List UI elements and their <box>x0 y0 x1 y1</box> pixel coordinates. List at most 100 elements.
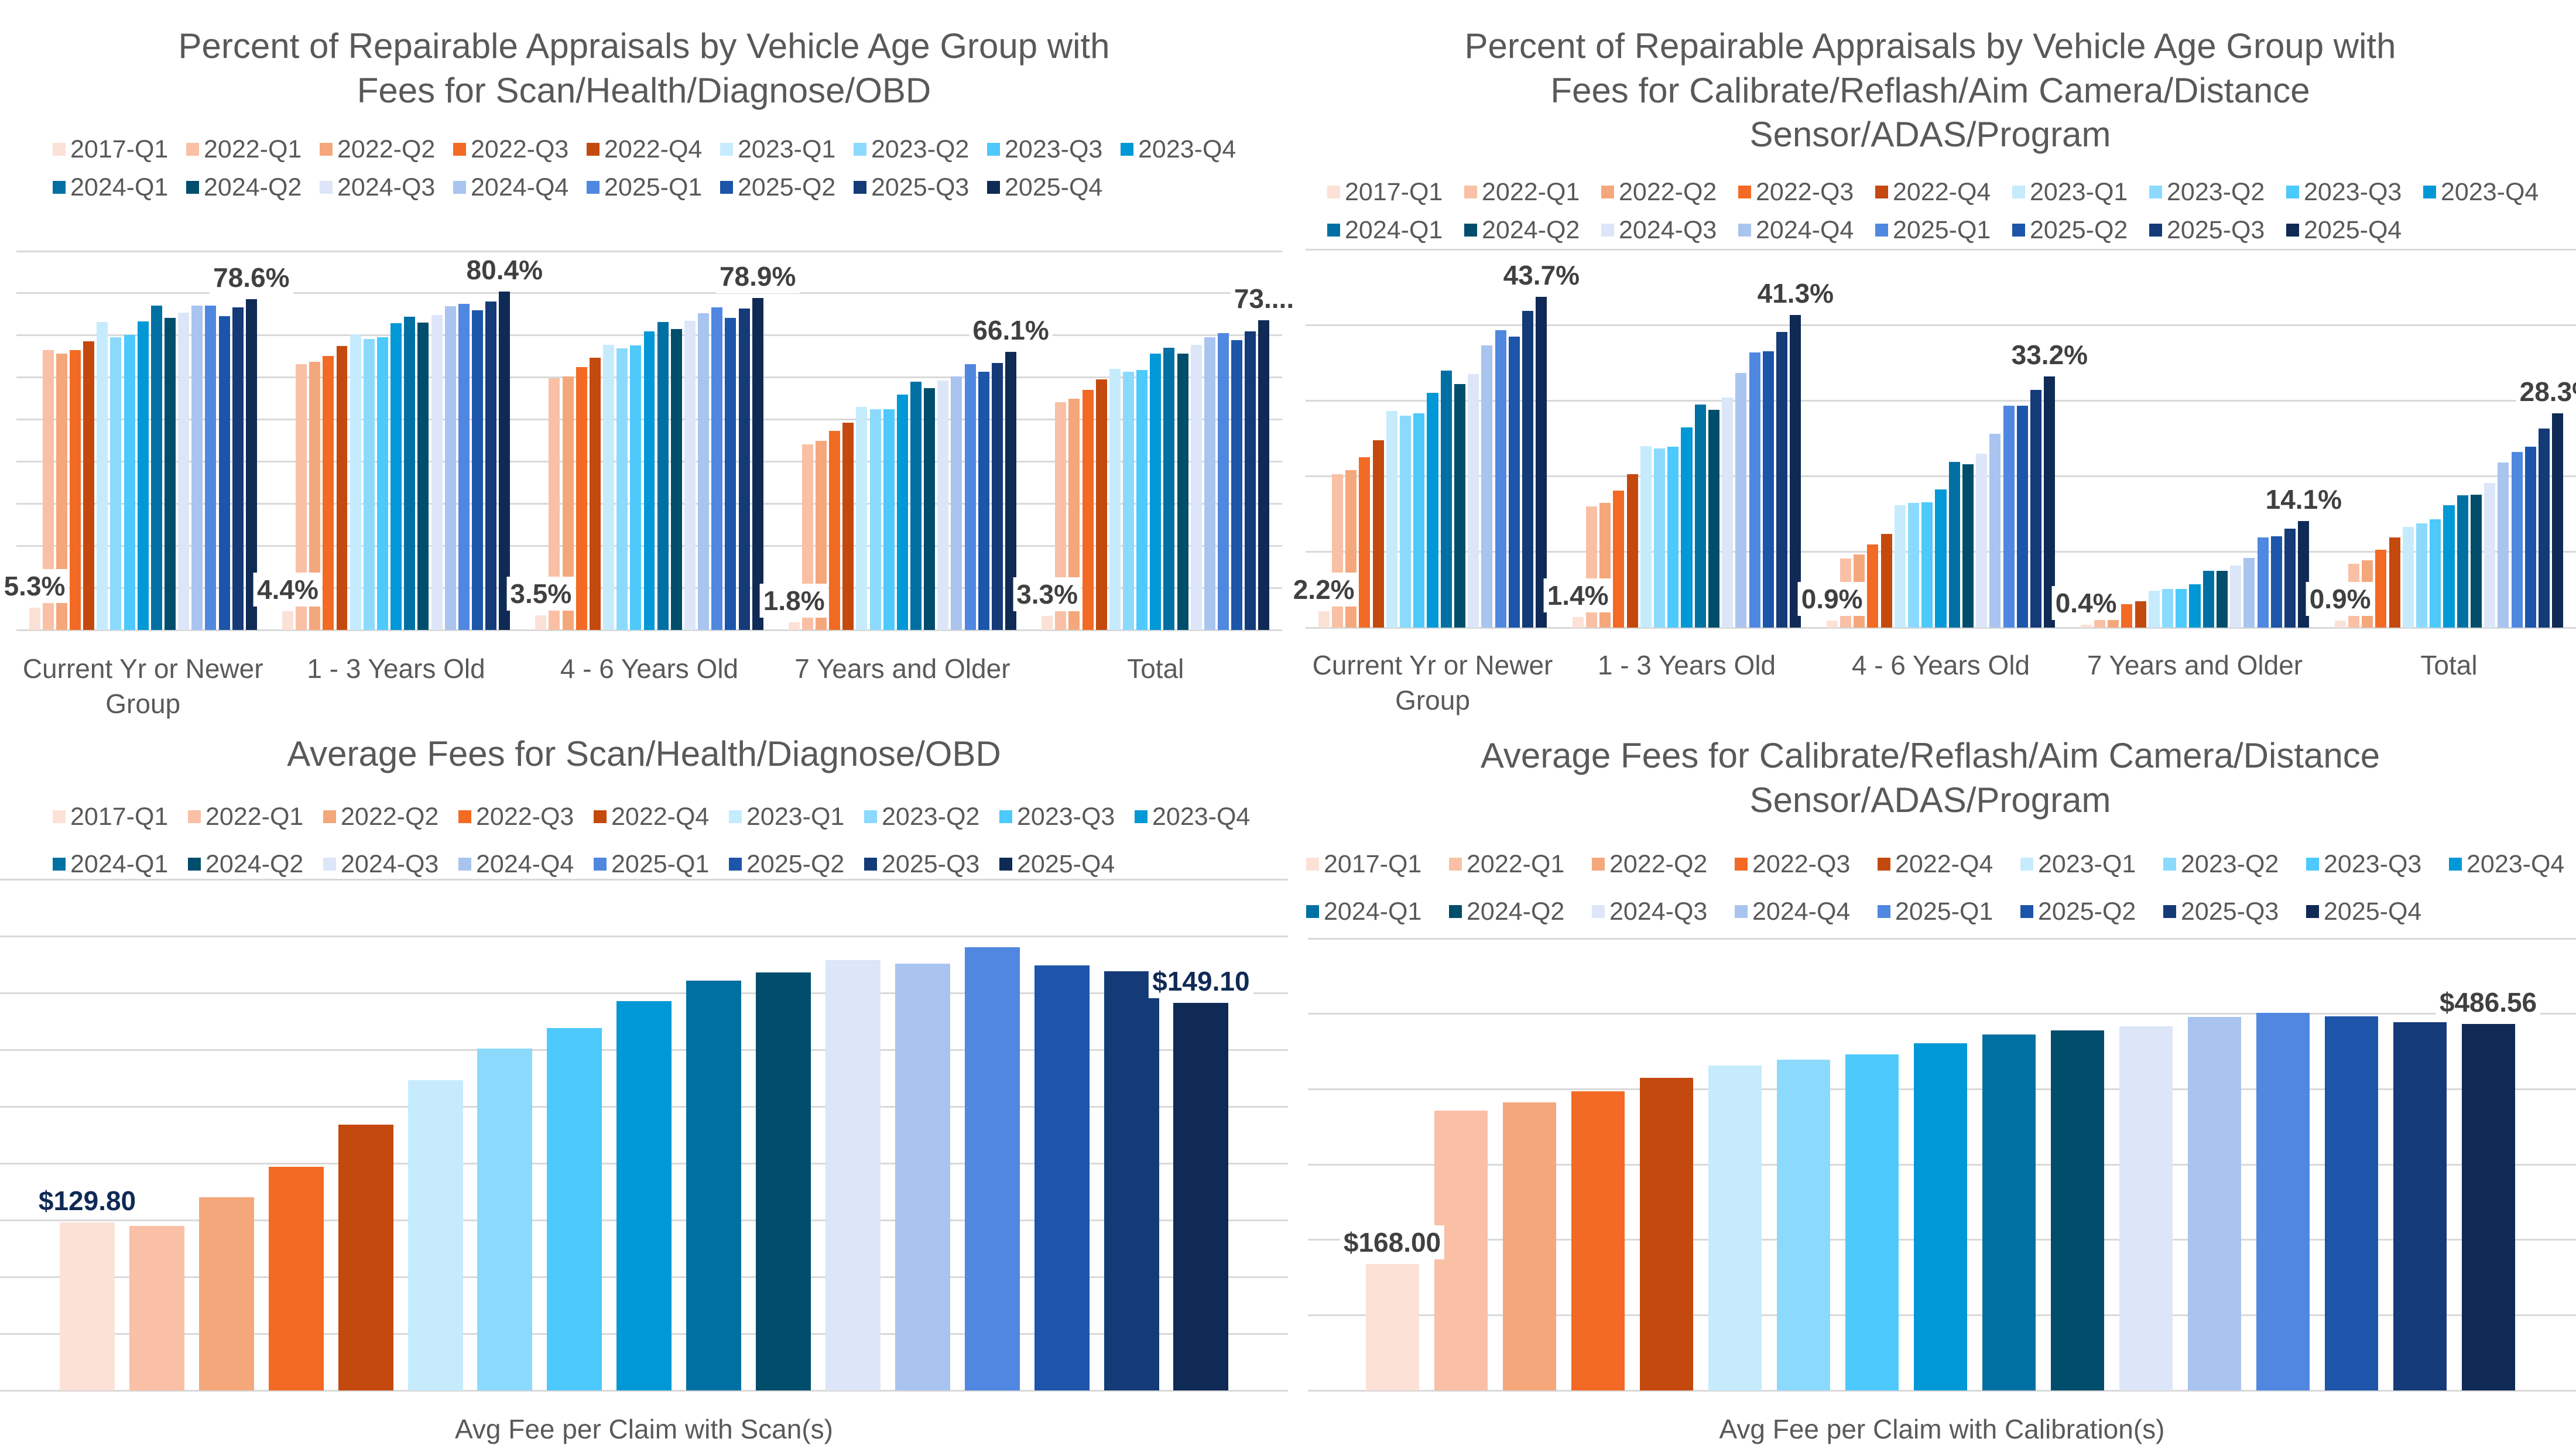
data-label-first: 0.4% <box>2051 585 2121 620</box>
legend-item: 2023-Q4 <box>1135 802 1250 831</box>
legend-swatch <box>458 810 471 823</box>
legend-swatch <box>320 181 333 194</box>
bar-2025-Q3 <box>738 309 750 630</box>
bar-2017-Q1 <box>2334 621 2346 628</box>
legend-item: 2024-Q1 <box>1306 897 1421 926</box>
data-label-last: 66.1% <box>969 313 1053 347</box>
legend-item: 2025-Q2 <box>729 849 844 879</box>
legend-label: 2025-Q2 <box>2030 215 2128 244</box>
gridline <box>0 1049 1288 1051</box>
legend-label: 2024-Q4 <box>471 173 569 201</box>
bar-2023-Q1 <box>1708 1066 1762 1390</box>
legend-swatch <box>2020 858 2033 871</box>
bar-2017-Q1 <box>535 615 547 630</box>
legend-label: 2022-Q1 <box>1482 177 1580 206</box>
bar-2025-Q4 <box>1790 315 1801 628</box>
data-label-first: 1.4% <box>1543 578 1612 612</box>
legend-label: 2022-Q3 <box>1752 849 1851 878</box>
bar-2022-Q3 <box>1867 544 1879 628</box>
bar-2022-Q3 <box>576 367 587 630</box>
legend-swatch <box>854 181 866 194</box>
legend-item: 2025-Q2 <box>2012 215 2128 245</box>
legend-label: 2023-Q1 <box>746 802 845 831</box>
data-label-last: $486.56 <box>2435 985 2541 1019</box>
bar-2023-Q1 <box>1386 411 1397 628</box>
bar-2024-Q1 <box>1948 462 1960 628</box>
bar-2024-Q3 <box>431 315 443 630</box>
legend-item: 2025-Q4 <box>987 173 1102 202</box>
bar-2022-Q1 <box>1839 559 1851 628</box>
bar-2024-Q2 <box>1454 383 1465 628</box>
legend-swatch <box>1738 224 1751 237</box>
bar-2024-Q3 <box>1468 374 1479 628</box>
bar-2025-Q2 <box>471 310 483 630</box>
legend-swatch <box>594 858 607 871</box>
gridline <box>0 1389 1288 1392</box>
gridline <box>1306 551 2576 553</box>
bar-2024-Q1 <box>1694 404 1706 628</box>
bar-2022-Q2 <box>1068 399 1080 630</box>
legend-label: 2022-Q1 <box>205 802 304 831</box>
bar-2024-Q3 <box>684 321 696 630</box>
bar-2023-Q2 <box>1776 1060 1830 1390</box>
legend-swatch <box>1735 858 1748 871</box>
legend-label: 2024-Q4 <box>476 849 574 878</box>
legend-swatch <box>2020 905 2033 918</box>
bar-2024-Q3 <box>1722 398 1734 628</box>
legend-item: 2025-Q3 <box>854 173 969 202</box>
gridline <box>1308 1314 2576 1316</box>
legend-label: 2023-Q3 <box>2324 849 2422 878</box>
legend-swatch <box>1601 186 1614 198</box>
legend-label: 2023-Q2 <box>2167 177 2265 206</box>
category-label: Current Yr or Newer Group <box>22 653 263 719</box>
bar-2025-Q1 <box>205 305 217 630</box>
legend-item: 2022-Q4 <box>1878 849 1993 879</box>
bar-2023-Q4 <box>1427 393 1438 628</box>
legend-swatch <box>186 143 199 156</box>
bar-2024-Q4 <box>698 313 710 630</box>
bar-2025-Q3 <box>991 363 1003 630</box>
legend-swatch <box>53 858 66 871</box>
bar-2023-Q1 <box>856 406 868 630</box>
bar-2023-Q4 <box>1913 1043 1967 1390</box>
legend-swatch <box>2286 186 2299 198</box>
legend-label: 2025-Q2 <box>746 849 845 878</box>
gridline <box>1308 937 2576 940</box>
legend-item: 2017-Q1 <box>53 135 168 164</box>
data-label-first: 4.4% <box>253 573 322 607</box>
legend-label: 2023-Q4 <box>1138 135 1236 163</box>
bar-2025-Q1 <box>2511 452 2523 628</box>
legend-label: 2025-Q3 <box>2167 215 2265 244</box>
bar-2022-Q2 <box>309 362 321 630</box>
legend-label: 2025-Q3 <box>2181 897 2279 926</box>
bar-2023-Q2 <box>1123 372 1134 630</box>
legend-label: 2024-Q2 <box>1482 215 1580 244</box>
bar-2022-Q1 <box>1331 474 1343 628</box>
legend-item: 2017-Q1 <box>53 802 168 831</box>
legend-swatch <box>1306 858 1319 871</box>
legend-swatch <box>729 858 742 871</box>
bar-2023-Q3 <box>2176 589 2187 628</box>
legend-swatch <box>1327 224 1340 237</box>
legend-swatch <box>1449 905 1462 918</box>
legend-swatch <box>2149 224 2162 237</box>
legend-swatch <box>2149 186 2162 198</box>
legend-item: 2025-Q3 <box>2163 897 2279 926</box>
legend-item: 2017-Q1 <box>1306 849 1421 879</box>
axis-category-label: Avg Fee per Claim with Scan(s) <box>455 1414 833 1444</box>
bar-2023-Q4 <box>2189 584 2201 628</box>
legend-item: 2024-Q2 <box>186 173 302 202</box>
legend-label: 2022-Q2 <box>337 135 436 163</box>
bar-2025-Q1 <box>964 947 1020 1390</box>
legend-item: 2017-Q1 <box>1327 177 1443 207</box>
bar-2022-Q1 <box>129 1225 184 1390</box>
bar-2022-Q2 <box>2362 560 2373 628</box>
bar-2022-Q3 <box>829 430 841 630</box>
bar-2022-Q2 <box>562 376 574 630</box>
legend-item: 2025-Q4 <box>999 849 1115 879</box>
bar-2022-Q2 <box>2108 618 2119 628</box>
bar-2025-Q3 <box>1522 310 1534 628</box>
legend-swatch <box>999 810 1012 823</box>
legend-item: 2022-Q4 <box>587 135 702 164</box>
